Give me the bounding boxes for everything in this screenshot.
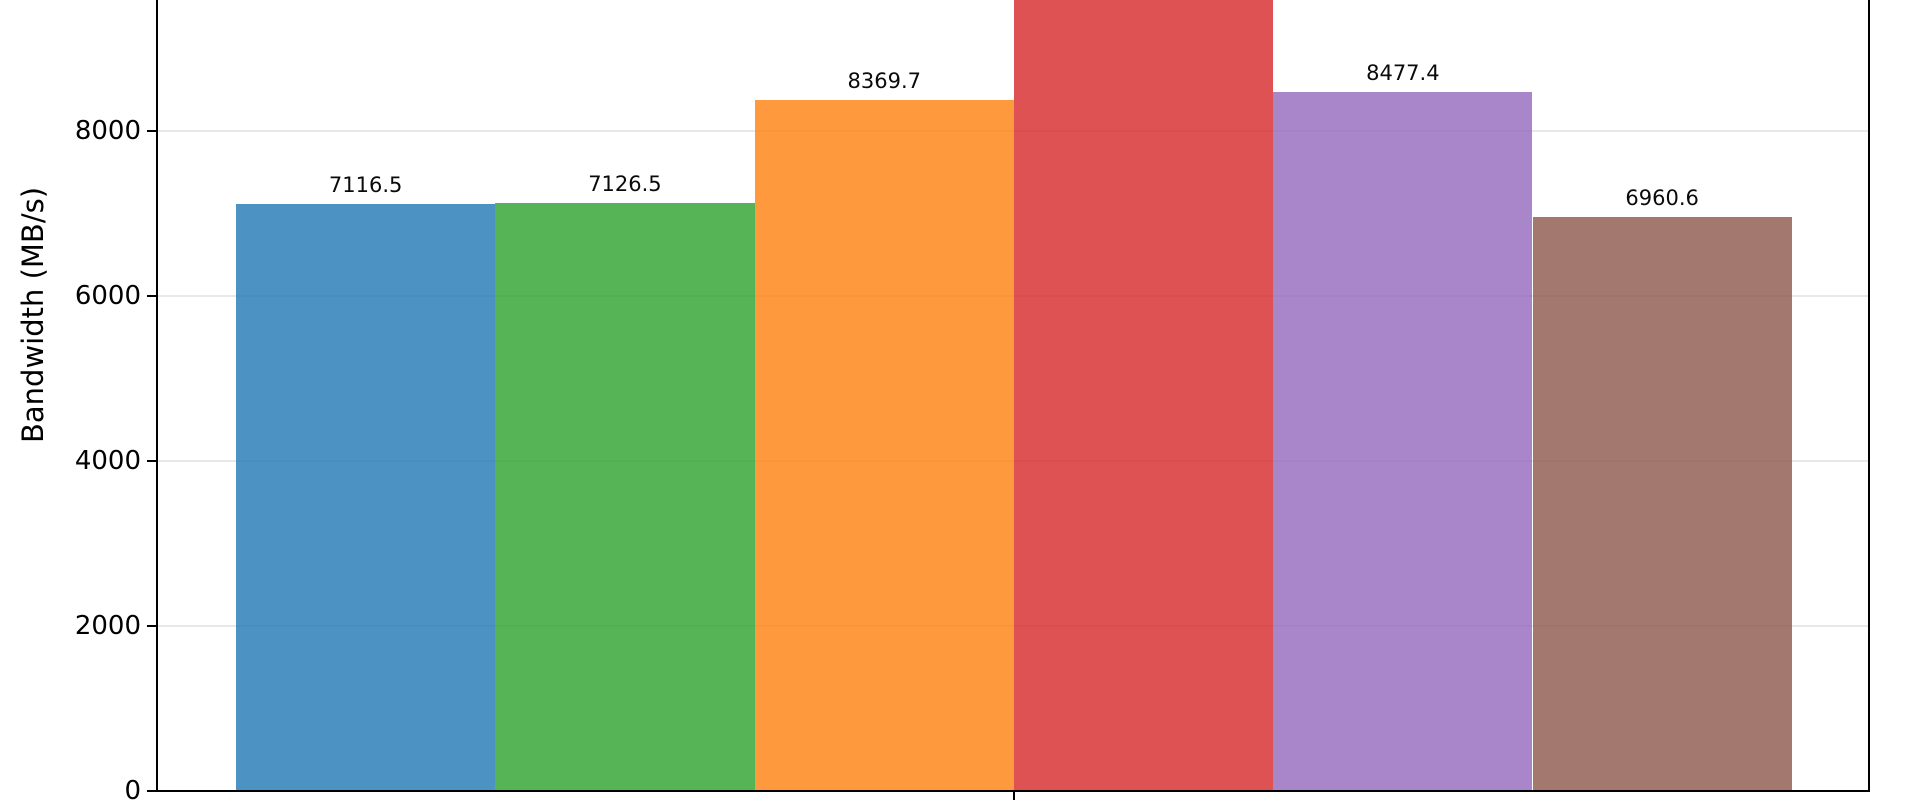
bar-2 — [495, 203, 755, 791]
bar-value-label-6: 6960.6 — [1625, 185, 1699, 210]
bar-4 — [1013, 0, 1274, 791]
y-tick-label-6000: 6000 — [74, 281, 141, 311]
y-tick-6000 — [146, 294, 156, 298]
bar-1 — [236, 203, 496, 791]
y-tick-8000 — [146, 129, 156, 133]
y-tick-label-0: 0 — [124, 776, 141, 800]
y-tick-4000 — [146, 459, 156, 463]
y-tick-0 — [146, 789, 156, 793]
bottom-spine — [155, 789, 1871, 793]
y-tick-2000 — [146, 624, 156, 628]
bar-value-label-5: 8477.4 — [1366, 60, 1440, 85]
bar-5 — [1273, 91, 1533, 791]
bar-3 — [754, 100, 1014, 791]
y-axis-title: Bandwidth (MB/s) — [16, 186, 50, 444]
bar-6 — [1532, 216, 1792, 791]
bar-value-label-2: 7126.5 — [588, 172, 662, 197]
y-tick-label-2000: 2000 — [74, 611, 141, 641]
bar-value-label-3: 8369.7 — [847, 69, 921, 94]
x-tick-group — [1012, 792, 1016, 800]
y-tick-label-8000: 8000 — [74, 116, 141, 146]
bar-value-label-1: 7116.5 — [328, 172, 403, 197]
left-spine — [155, 0, 159, 793]
y-tick-label-4000: 4000 — [74, 446, 141, 476]
right-spine — [1867, 0, 1871, 793]
